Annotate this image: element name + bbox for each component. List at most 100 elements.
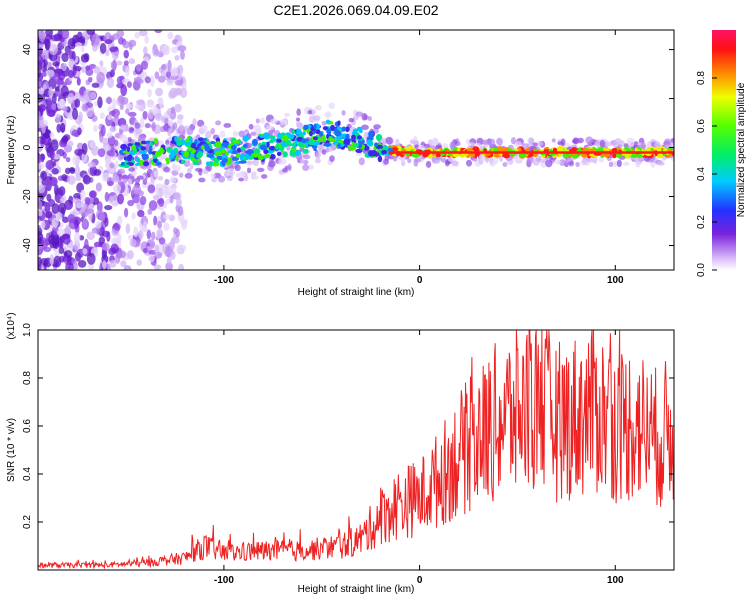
spec-noise-blob — [67, 38, 76, 50]
spec-halo-blob — [655, 142, 662, 148]
spec-ridge-blob — [231, 145, 237, 151]
spec-noise-blob — [54, 250, 61, 258]
spec-ridge-blob — [519, 152, 527, 158]
spec-noise-blob — [38, 43, 44, 49]
spec-noise-blob — [173, 88, 183, 96]
spec-ridge-blob — [126, 146, 131, 152]
spec-ridge-blob — [358, 141, 363, 149]
spec-noise-blob — [165, 198, 171, 204]
spec-halo-blob — [280, 158, 287, 165]
spec-halo-blob — [150, 124, 155, 129]
snr-xtick-label: 100 — [607, 575, 624, 586]
spec-noise-blob — [38, 184, 46, 194]
spec-halo-blob — [296, 108, 301, 116]
spec-noise-blob — [114, 112, 119, 120]
spec-halo-blob — [202, 169, 209, 175]
spec-noise-blob — [136, 63, 142, 72]
spec-noise-blob — [174, 79, 184, 86]
spec-noise-blob — [134, 31, 140, 39]
spec-noise-blob — [76, 77, 81, 86]
spec-halo-blob — [545, 159, 553, 168]
spec-noise-blob — [55, 113, 62, 124]
spec-halo-blob — [259, 117, 266, 124]
spec-ridge-blob — [582, 148, 588, 152]
spec-noise-blob — [177, 64, 184, 75]
spec-noise-blob — [109, 46, 118, 53]
spec-noise-blob — [154, 71, 160, 80]
spec-noise-blob — [60, 85, 69, 97]
spec-halo-blob — [117, 153, 124, 161]
spec-halo-blob — [385, 136, 394, 145]
spec-ridge-blob — [325, 119, 330, 124]
spec-noise-blob — [101, 242, 110, 251]
spec-ridge-blob — [323, 142, 331, 147]
spec-halo-blob — [244, 175, 249, 182]
spec-ridge-blob — [153, 137, 159, 144]
spec-ridge-blob — [375, 134, 383, 141]
spec-halo-blob — [614, 138, 622, 145]
spec-halo-blob — [200, 124, 208, 132]
spec-noise-blob — [81, 66, 86, 73]
spec-halo-blob — [585, 136, 594, 145]
spec-halo-blob — [407, 158, 412, 164]
spec-ridge-blob — [205, 161, 211, 166]
spec-noise-blob — [123, 207, 129, 218]
spec-noise-blob — [48, 86, 54, 99]
spec-noise-blob — [38, 163, 45, 170]
snr-chart: -100 0 100 0.2 0.4 0.6 0.8 1.0 Height of straig… — [6, 312, 675, 595]
spec-ridge-blob — [183, 150, 190, 158]
spec-halo-blob — [384, 154, 390, 162]
spec-ridge-blob — [380, 149, 388, 155]
spec-noise-blob — [116, 233, 122, 244]
spec-noise-blob — [138, 30, 148, 37]
spec-halo-blob — [299, 158, 305, 164]
spec-noise-blob — [136, 78, 144, 85]
spec-ridge-blob — [377, 155, 383, 163]
spec-halo-blob — [431, 137, 439, 146]
spec-ridge-blob — [391, 147, 399, 152]
spec-ridge-blob — [299, 132, 304, 137]
spec-halo-blob — [279, 119, 288, 125]
spec-ridge-blob — [204, 145, 211, 152]
spec-noise-blob — [148, 249, 157, 255]
spec-noise-blob — [61, 30, 70, 40]
spec-halo-blob — [367, 116, 372, 122]
spec-halo-blob — [532, 158, 540, 166]
spec-ridge-blob — [280, 141, 287, 148]
spec-halo-blob — [575, 161, 580, 168]
spec-noise-blob — [123, 60, 129, 66]
spec-noise-blob — [104, 204, 113, 211]
spec-halo-blob — [321, 120, 328, 126]
spec-halo-blob — [266, 125, 275, 131]
spec-noise-blob — [148, 254, 155, 263]
spec-halo-blob — [109, 126, 117, 133]
spec-halo-blob — [315, 157, 321, 164]
spec-halo-blob — [163, 166, 170, 173]
spec-ridge-blob — [239, 153, 245, 161]
spec-ridge-blob — [313, 123, 317, 130]
spec-noise-blob — [147, 208, 153, 215]
spec-halo-blob — [176, 119, 183, 125]
spec-noise-blob — [113, 183, 122, 194]
spec-noise-blob — [167, 32, 174, 40]
spec-ridge-blob — [305, 144, 309, 149]
spec-noise-blob — [154, 112, 163, 121]
spec-ridge-blob — [268, 145, 276, 151]
spec-ridge-blob — [351, 141, 355, 147]
spec-ytick-label: 20 — [22, 93, 33, 105]
spec-noise-blob — [51, 217, 59, 228]
spec-ridge-blob — [259, 134, 266, 138]
spec-ridge-blob — [291, 142, 297, 147]
spec-noise-blob — [144, 35, 149, 44]
spec-ridge-blob — [232, 139, 240, 144]
spec-halo-blob — [239, 170, 246, 178]
spec-halo-blob — [283, 112, 291, 117]
spec-halo-blob — [392, 154, 398, 162]
spec-halo-blob — [106, 132, 113, 139]
spec-noise-blob — [110, 60, 118, 70]
spec-noise-blob — [144, 76, 151, 84]
spec-halo-blob — [348, 117, 355, 123]
spec-noise-blob — [58, 70, 66, 81]
spec-halo-blob — [235, 172, 241, 178]
spec-ridge-blob — [221, 147, 226, 154]
